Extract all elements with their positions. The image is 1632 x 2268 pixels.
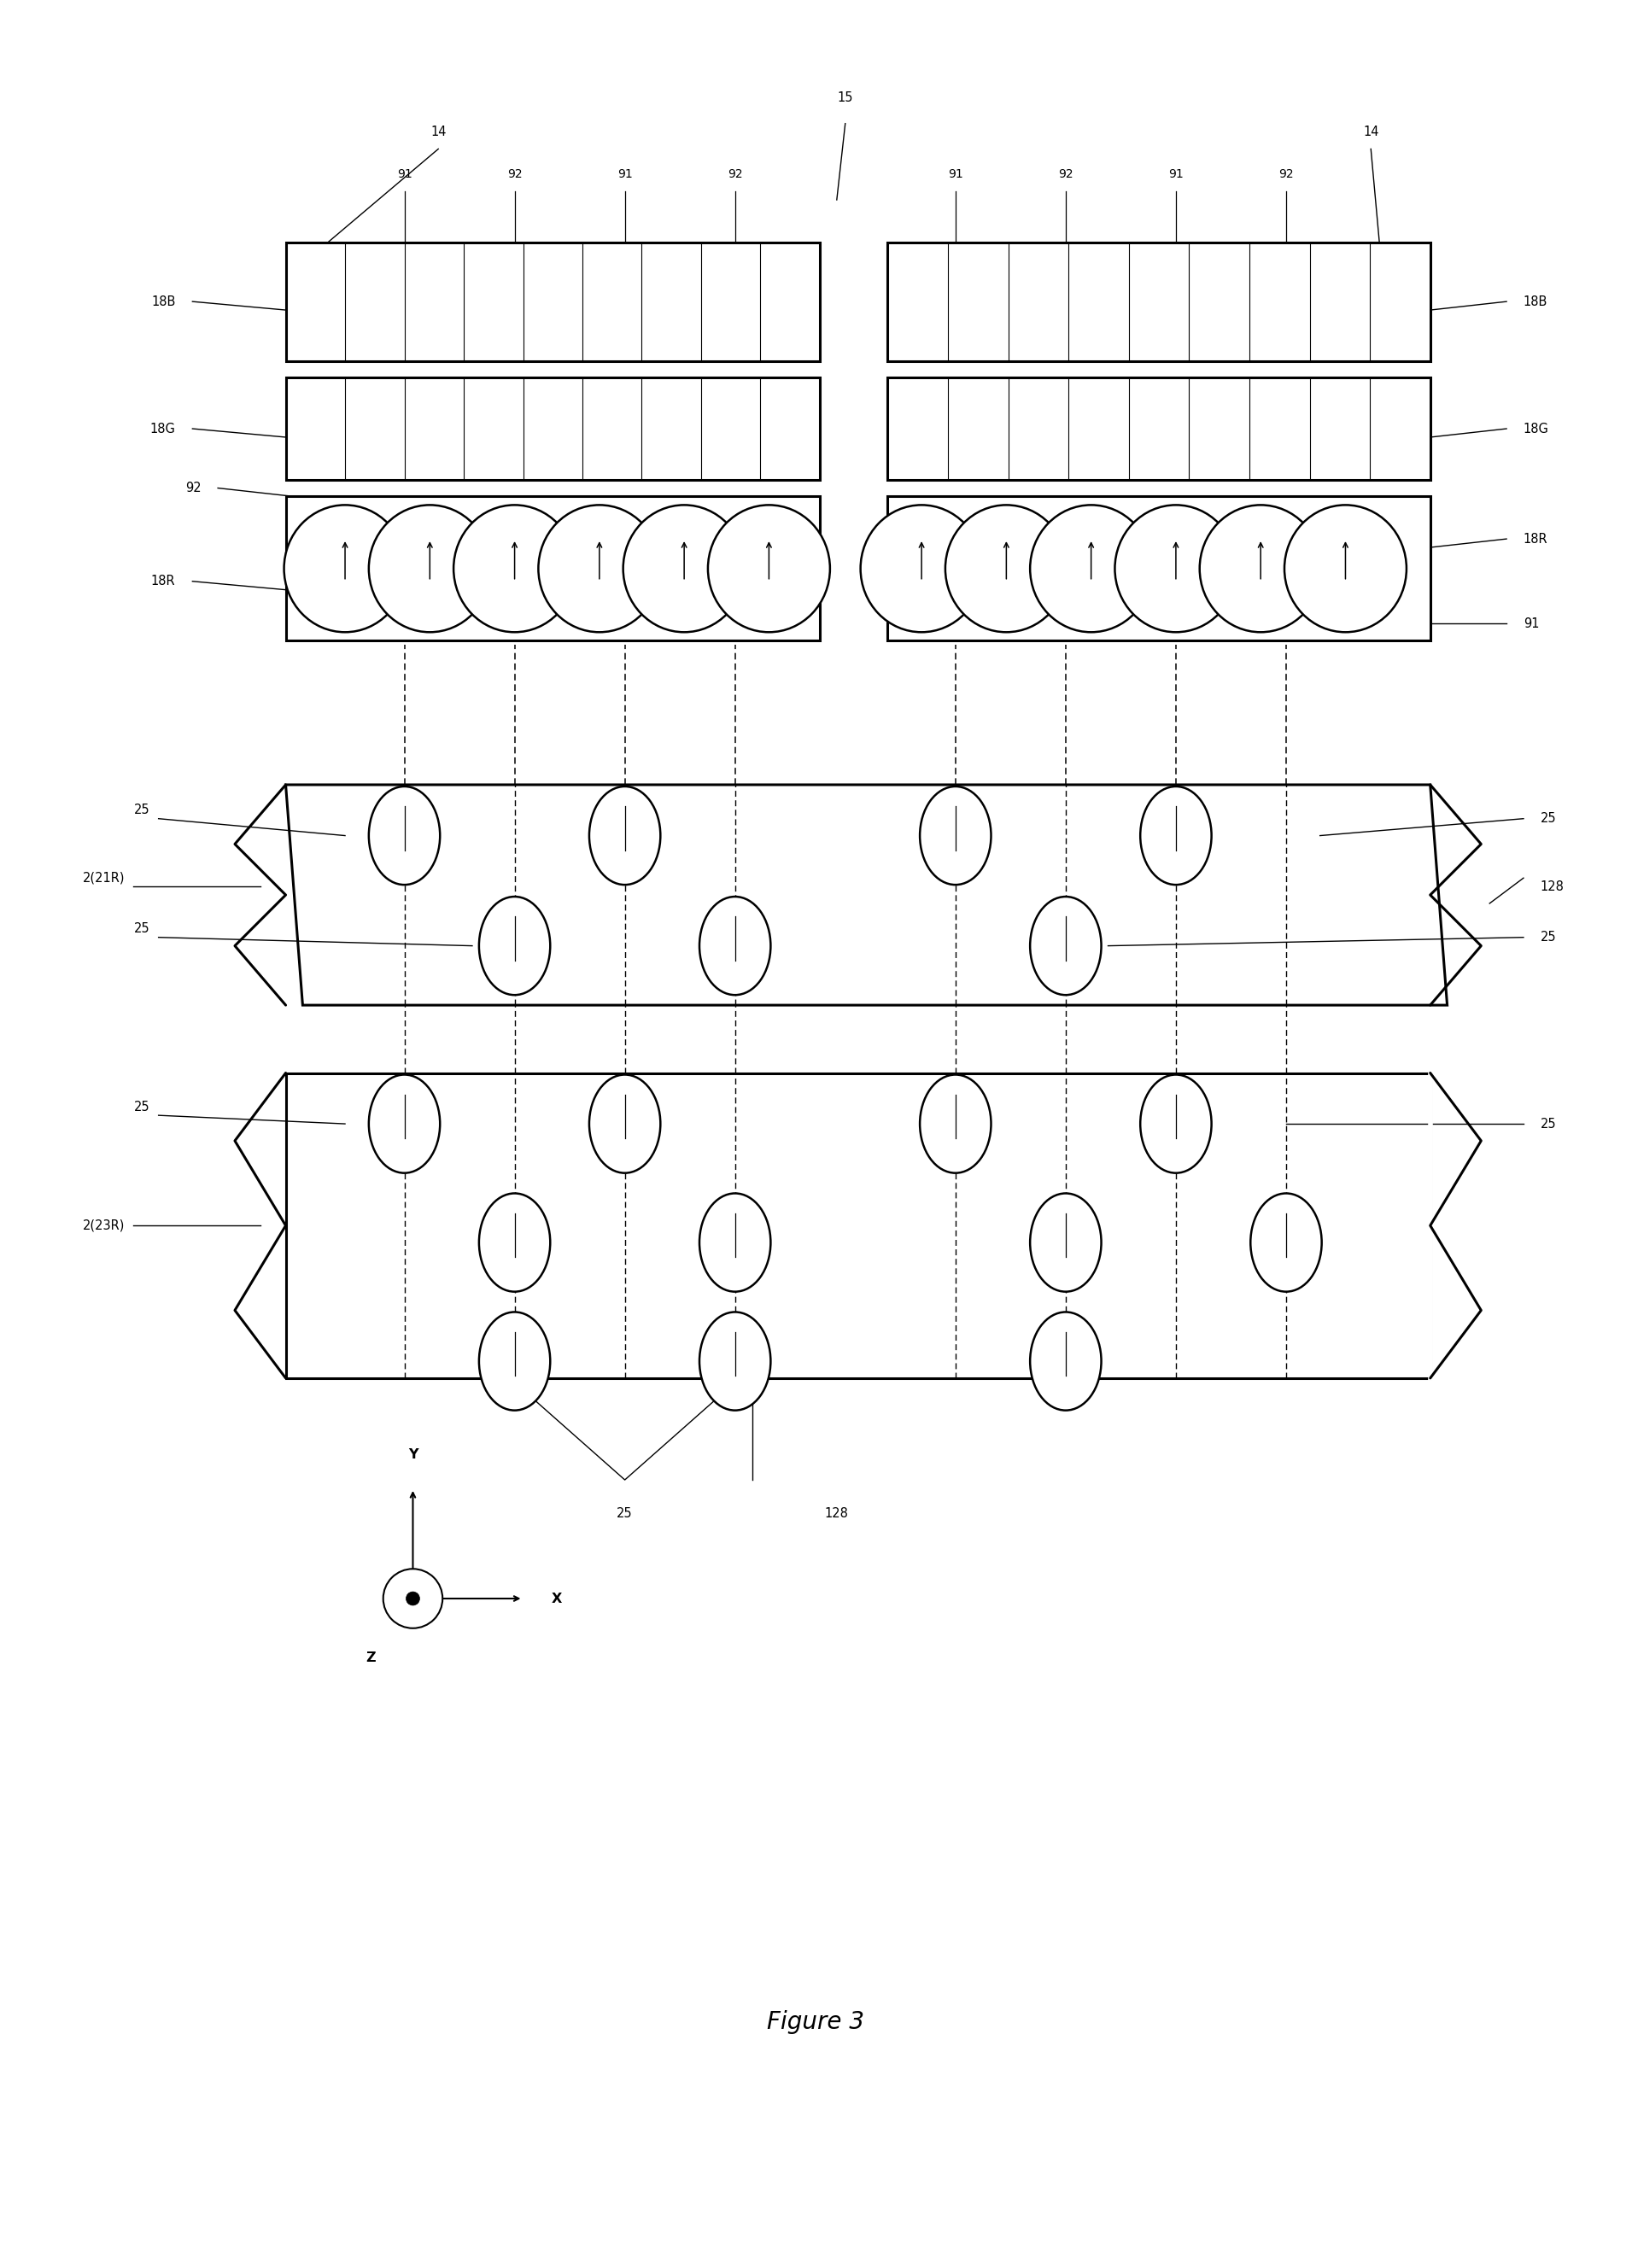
Ellipse shape [480, 1311, 550, 1411]
Text: Y: Y [408, 1447, 418, 1461]
Ellipse shape [920, 787, 991, 885]
Text: 91: 91 [1169, 168, 1183, 181]
Ellipse shape [369, 787, 441, 885]
Ellipse shape [1284, 506, 1407, 633]
Text: 92: 92 [184, 481, 201, 494]
Text: 91: 91 [948, 168, 963, 181]
Text: 18B: 18B [1524, 295, 1547, 308]
Text: 25: 25 [617, 1508, 633, 1520]
Ellipse shape [945, 506, 1067, 633]
Bar [888, 497, 1430, 640]
Circle shape [406, 1592, 419, 1606]
Ellipse shape [369, 1075, 441, 1173]
Text: X: X [552, 1592, 563, 1606]
Ellipse shape [1030, 1311, 1102, 1411]
Ellipse shape [623, 506, 746, 633]
Text: 91: 91 [617, 168, 633, 181]
Text: 91: 91 [397, 168, 411, 181]
Bar [286, 1073, 1430, 1379]
Ellipse shape [539, 506, 661, 633]
Text: Z: Z [366, 1651, 375, 1665]
Text: 128: 128 [824, 1508, 849, 1520]
Text: 25: 25 [1541, 812, 1557, 826]
Bar [888, 243, 1430, 361]
Text: 15: 15 [837, 91, 854, 104]
Ellipse shape [1200, 506, 1322, 633]
Ellipse shape [700, 1193, 770, 1293]
Text: 91: 91 [1524, 617, 1539, 631]
Text: 2(21R): 2(21R) [82, 871, 124, 885]
PathPatch shape [286, 785, 1448, 1005]
Text: 18G: 18G [1524, 422, 1549, 435]
Ellipse shape [708, 506, 831, 633]
Text: 92: 92 [1058, 168, 1074, 181]
Ellipse shape [1250, 1193, 1322, 1293]
Ellipse shape [1115, 506, 1237, 633]
Text: 18B: 18B [152, 295, 176, 308]
Text: Figure 3: Figure 3 [767, 2009, 865, 2034]
Text: 2(23R): 2(23R) [83, 1220, 124, 1232]
Bar [286, 243, 819, 361]
Text: 128: 128 [1541, 880, 1563, 894]
Text: 92: 92 [508, 168, 522, 181]
Ellipse shape [1141, 787, 1211, 885]
Ellipse shape [920, 1075, 991, 1173]
Ellipse shape [1030, 1193, 1102, 1293]
Text: 25: 25 [134, 803, 150, 816]
Ellipse shape [860, 506, 982, 633]
Ellipse shape [480, 896, 550, 996]
Ellipse shape [700, 1311, 770, 1411]
Text: 25: 25 [134, 923, 150, 934]
Ellipse shape [1030, 506, 1152, 633]
Ellipse shape [589, 1075, 661, 1173]
Ellipse shape [589, 787, 661, 885]
Bar [888, 379, 1430, 479]
Text: 92: 92 [728, 168, 743, 181]
Text: 92: 92 [1278, 168, 1294, 181]
Ellipse shape [369, 506, 491, 633]
Bar [286, 379, 819, 479]
Ellipse shape [284, 506, 406, 633]
Text: 25: 25 [1541, 1118, 1557, 1129]
Ellipse shape [480, 1193, 550, 1293]
Ellipse shape [1030, 896, 1102, 996]
Text: 18R: 18R [152, 574, 176, 587]
Text: 14: 14 [431, 125, 446, 138]
Ellipse shape [700, 896, 770, 996]
Circle shape [384, 1569, 442, 1628]
Text: 25: 25 [134, 1100, 150, 1114]
Text: 18G: 18G [150, 422, 176, 435]
Text: 25: 25 [1541, 930, 1557, 943]
Text: 14: 14 [1363, 125, 1379, 138]
Bar [286, 497, 819, 640]
Ellipse shape [1141, 1075, 1211, 1173]
Ellipse shape [454, 506, 576, 633]
Text: 18R: 18R [1524, 533, 1547, 544]
